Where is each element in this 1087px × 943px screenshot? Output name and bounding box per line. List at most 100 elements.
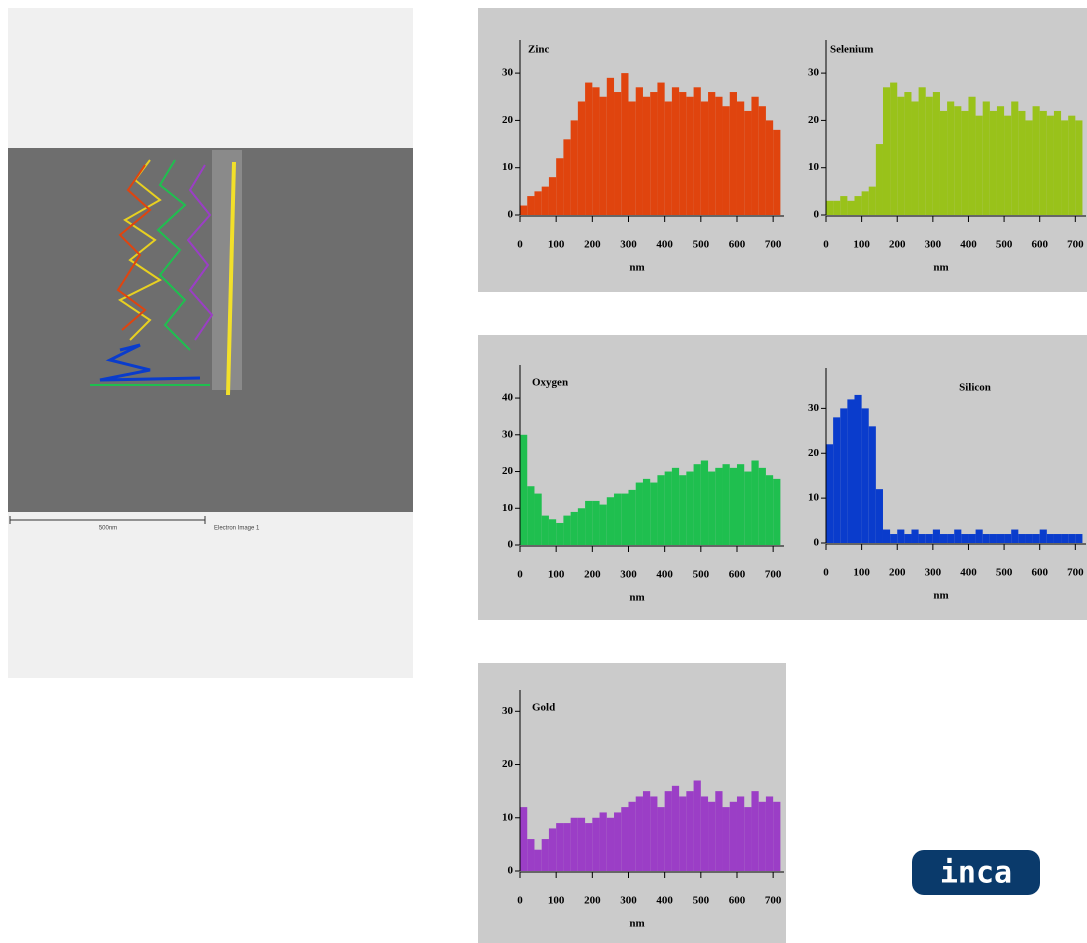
x-tick-label: 0: [517, 569, 523, 581]
bar: [773, 801, 781, 871]
x-tick-label: 100: [853, 567, 870, 579]
bar: [1018, 534, 1026, 543]
x-tick-label: 500: [996, 567, 1013, 579]
bar: [635, 796, 643, 871]
x-tick-label: 100: [548, 569, 565, 581]
bar: [1011, 529, 1019, 543]
bar: [918, 87, 926, 215]
x-tick-label: 0: [823, 567, 829, 579]
y-tick-label: 0: [508, 539, 514, 551]
x-tick-label: 300: [620, 569, 637, 581]
bar: [606, 817, 615, 871]
x-tick-label: 200: [889, 239, 906, 251]
bar: [621, 73, 629, 215]
x-tick-label: 500: [693, 895, 710, 907]
bar: [1068, 115, 1076, 215]
x-tick-label: 400: [960, 567, 977, 579]
chart-title: Oxygen: [532, 377, 568, 389]
x-tick-label: 400: [960, 239, 977, 251]
x-axis-label: nm: [933, 262, 948, 274]
bar: [925, 534, 933, 543]
bar: [861, 191, 869, 215]
x-tick-label: 300: [620, 895, 637, 907]
bar: [833, 200, 841, 215]
logo-text: inca: [940, 856, 1012, 891]
y-tick-label: 30: [502, 67, 514, 79]
bar: [700, 796, 709, 871]
bar: [650, 796, 658, 871]
bar: [657, 82, 665, 215]
bar: [882, 529, 891, 543]
bar: [722, 464, 730, 545]
bar: [882, 87, 891, 215]
bar: [911, 101, 919, 215]
x-tick-label: 0: [823, 239, 829, 251]
bar: [982, 101, 990, 215]
bar: [599, 96, 607, 215]
bar: [773, 129, 781, 215]
y-tick-label: 20: [808, 114, 820, 126]
scan-line: [99, 343, 201, 382]
bar: [527, 486, 535, 545]
x-tick-label: 600: [729, 895, 746, 907]
bar: [700, 101, 709, 215]
bar: [996, 534, 1005, 543]
bar: [628, 801, 636, 871]
bar: [563, 515, 571, 545]
bar: [947, 534, 955, 543]
bar: [890, 82, 898, 215]
bar: [541, 839, 549, 871]
bar: [570, 817, 578, 871]
bar: [556, 823, 564, 871]
bar: [592, 87, 600, 215]
x-tick-label: 500: [693, 569, 710, 581]
y-tick-label: 0: [814, 209, 820, 221]
bar: [989, 110, 997, 215]
x-axis-label: nm: [629, 262, 644, 274]
y-tick-label: 20: [502, 114, 514, 126]
bar: [527, 196, 535, 215]
x-tick-label: 100: [548, 895, 565, 907]
bar: [875, 144, 883, 215]
bar: [650, 482, 658, 545]
y-tick-label: 30: [808, 67, 820, 79]
x-tick-label: 700: [765, 569, 782, 581]
bar: [635, 87, 643, 215]
bar: [758, 801, 766, 871]
bar: [693, 87, 701, 215]
bar: [744, 110, 752, 215]
sem-background: [8, 148, 413, 512]
y-tick-label: 0: [508, 865, 514, 877]
bar: [1046, 115, 1054, 215]
bar: [897, 529, 905, 543]
bar: [954, 529, 962, 543]
x-tick-label: 200: [584, 569, 601, 581]
bar: [736, 101, 745, 215]
x-tick-label: 700: [1067, 567, 1084, 579]
y-tick-label: 30: [808, 402, 820, 414]
bar: [664, 471, 672, 545]
bar: [744, 807, 752, 871]
bar: [693, 464, 701, 545]
bar: [679, 92, 687, 215]
bar: [527, 839, 535, 871]
bar: [765, 475, 774, 545]
bar: [890, 534, 898, 543]
bar: [868, 186, 876, 215]
bar: [635, 482, 643, 545]
sem-image: 500nm Electron Image 1: [8, 148, 413, 532]
bar: [1039, 110, 1047, 215]
bar: [932, 92, 940, 215]
bar: [700, 460, 709, 545]
bar: [650, 92, 658, 215]
x-tick-label: 300: [925, 567, 942, 579]
bar: [642, 791, 651, 871]
x-tick-label: 400: [656, 895, 673, 907]
chart-title: Zinc: [528, 44, 550, 56]
bar: [708, 92, 716, 215]
y-tick-label: 20: [502, 758, 514, 770]
bar: [715, 467, 723, 545]
bar: [1053, 110, 1062, 215]
y-tick-label: 20: [808, 447, 820, 459]
bar: [729, 467, 737, 545]
